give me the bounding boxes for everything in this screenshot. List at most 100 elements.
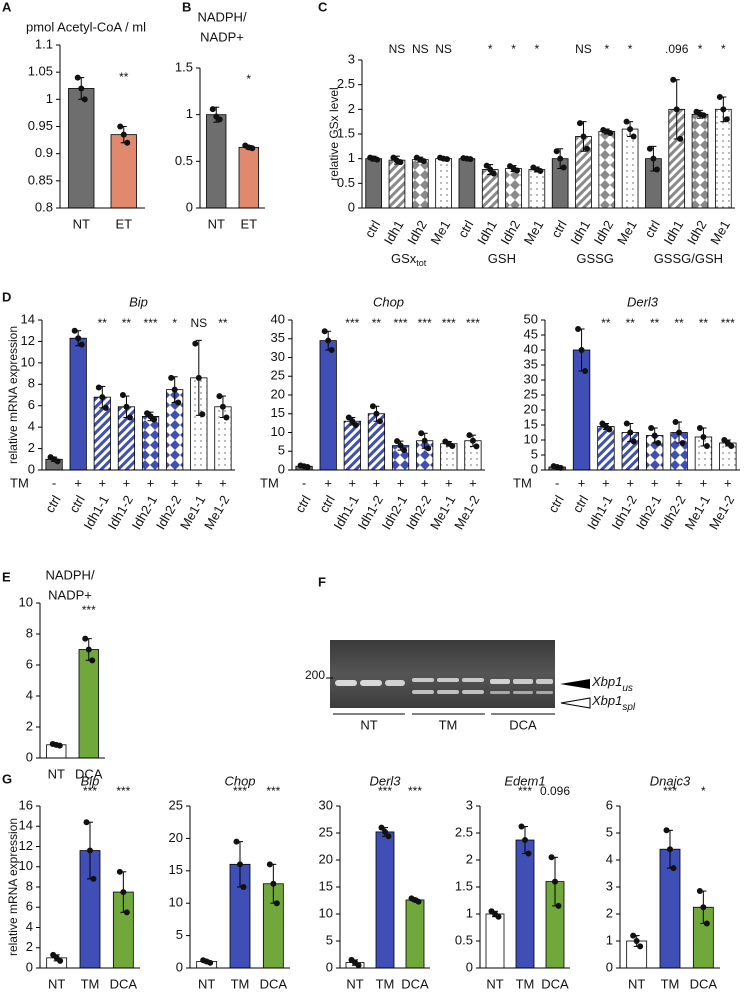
- data-point: [151, 416, 158, 423]
- y-tick-label: 8: [26, 878, 33, 893]
- y-tick-label: 35: [524, 356, 538, 371]
- y-tick-label: 1: [466, 905, 473, 920]
- data-point: [648, 425, 655, 431]
- data-point: [703, 443, 710, 449]
- bar: [435, 158, 452, 209]
- y-tick-label: 15: [524, 416, 538, 431]
- size-marker: 200: [305, 668, 325, 682]
- significance: ***: [266, 784, 280, 798]
- panel-label: E: [2, 569, 11, 584]
- y-axis-label: relative mRNA expression: [6, 818, 20, 956]
- chart-title: NADP+: [48, 587, 92, 602]
- data-point: [102, 404, 109, 411]
- treatment-value: -: [52, 475, 56, 490]
- y-tick-label: 0: [348, 199, 355, 214]
- x-tick-label: Me1-2: [201, 493, 232, 532]
- treatment-value: -: [555, 475, 559, 490]
- treatment-value: +: [99, 475, 107, 490]
- data-point: [95, 384, 102, 391]
- treatment-value: +: [578, 475, 586, 490]
- data-point: [240, 884, 247, 890]
- data-point: [672, 419, 679, 425]
- data-point: [117, 123, 124, 130]
- significance: *: [604, 42, 609, 56]
- y-tick-label: 0.9: [35, 145, 53, 160]
- y-tick-label: 10: [21, 354, 35, 369]
- treatment-value: +: [171, 475, 179, 490]
- data-point: [676, 429, 683, 436]
- significance: NS: [575, 42, 592, 56]
- data-point: [209, 106, 216, 113]
- panel-label: C: [318, 0, 328, 14]
- data-point: [720, 106, 727, 113]
- data-point: [537, 168, 544, 174]
- y-axis-label: relative GSx level: [327, 87, 341, 180]
- y-tick-label: 20: [169, 830, 183, 845]
- y-tick-label: 20: [319, 851, 333, 866]
- data-point: [85, 646, 92, 653]
- data-point: [304, 464, 311, 470]
- group-label: GSH: [488, 251, 516, 266]
- data-point: [723, 116, 730, 123]
- x-tick-label: Me1: [707, 218, 733, 247]
- data-point: [397, 159, 404, 166]
- treatment-value: +: [724, 475, 732, 490]
- data-point: [325, 337, 332, 344]
- x-tick-label: ctrl: [42, 493, 64, 516]
- y-tick-label: 12: [19, 838, 33, 853]
- panel-label: G: [2, 771, 12, 786]
- bar: [110, 134, 137, 209]
- y-tick-label: 4: [28, 419, 35, 434]
- data-point: [483, 162, 490, 169]
- data-point: [82, 635, 89, 642]
- significance: ***: [345, 316, 359, 330]
- x-tick-label: DCA: [110, 976, 138, 991]
- x-tick-label: Idh1: [661, 218, 687, 247]
- bar: [597, 426, 615, 471]
- x-tick-label: Idh2: [404, 218, 430, 247]
- data-point: [623, 118, 630, 125]
- significance: **: [674, 316, 684, 330]
- y-tick-label: 0: [176, 959, 183, 974]
- y-tick-label: 15: [319, 878, 333, 893]
- data-point: [349, 418, 356, 425]
- significance: ***: [721, 316, 735, 330]
- data-point: [126, 414, 133, 421]
- treatment-value: +: [74, 475, 82, 490]
- y-tick-label: 10: [169, 895, 183, 910]
- significance: *: [172, 316, 177, 330]
- bar: [411, 159, 429, 209]
- y-tick-label: 6: [606, 797, 613, 812]
- y-tick-label: 2: [26, 718, 33, 733]
- y-tick-label: 10: [19, 594, 33, 609]
- data-point: [449, 443, 456, 449]
- data-point: [425, 445, 432, 452]
- significance: NS: [190, 316, 207, 330]
- treatment-value: +: [349, 475, 357, 490]
- significance: ***: [378, 784, 392, 798]
- x-tick-label: ctrl: [292, 493, 314, 516]
- y-tick-label: 3: [466, 797, 473, 812]
- data-point: [469, 437, 476, 444]
- y-tick-label: 40: [271, 311, 285, 326]
- band-name: Xbp1: [591, 693, 622, 708]
- treatment-value: +: [445, 475, 453, 490]
- y-tick-label: 5: [278, 443, 285, 458]
- y-tick-label: 3: [606, 878, 613, 893]
- bar: [141, 416, 160, 471]
- y-tick-label: 25: [319, 824, 333, 839]
- data-point: [630, 438, 637, 445]
- y-tick-label: 5: [176, 927, 183, 942]
- treatment-value: +: [195, 475, 203, 490]
- group-name: GSH: [488, 251, 516, 266]
- y-tick-label: 0: [278, 461, 285, 476]
- group-subscript: tot: [416, 258, 427, 268]
- data-point: [518, 823, 525, 830]
- band-name: Xbp1: [591, 674, 622, 689]
- bar: [375, 831, 395, 969]
- data-point: [385, 833, 392, 840]
- data-point: [119, 392, 126, 398]
- x-tick-label: ctrl: [66, 493, 88, 516]
- x-tick-label: ctrl: [641, 218, 663, 241]
- data-point: [555, 902, 562, 909]
